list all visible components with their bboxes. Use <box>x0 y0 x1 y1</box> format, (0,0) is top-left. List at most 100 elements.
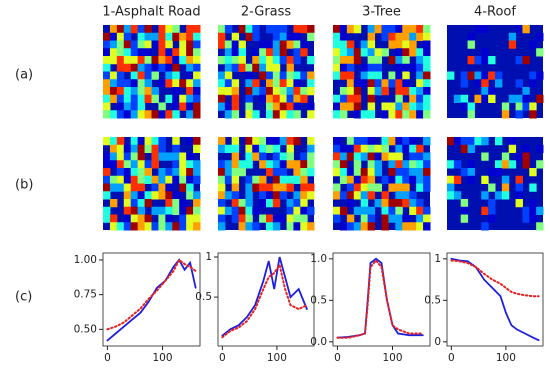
map-cell <box>130 87 139 96</box>
map-cell <box>416 175 424 184</box>
map-cell <box>266 87 274 96</box>
map-cell <box>402 199 410 208</box>
map-cell <box>453 94 462 103</box>
map-cell <box>346 63 355 72</box>
map-cell <box>286 32 294 41</box>
map-cell <box>346 183 355 192</box>
map-cell <box>307 32 315 41</box>
map-cell <box>474 56 482 65</box>
map-cell <box>186 48 194 57</box>
map-cell <box>300 94 308 103</box>
map-cell <box>346 144 355 153</box>
map-cell <box>116 40 125 49</box>
map-cell <box>123 48 132 57</box>
map-cell <box>374 199 382 208</box>
map-cell <box>374 48 382 57</box>
map-cell <box>218 168 226 177</box>
map-cell <box>231 87 240 96</box>
map-cell <box>346 71 355 80</box>
map-cell <box>218 71 226 80</box>
map-cell <box>158 102 166 111</box>
abundance-map <box>103 137 201 231</box>
map-cell <box>109 87 118 96</box>
map-cell <box>245 199 253 208</box>
map-cell <box>116 79 125 88</box>
map-cell <box>179 48 187 57</box>
map-cell <box>238 214 246 223</box>
row-label: (b) <box>15 178 33 193</box>
map-cell <box>231 168 240 177</box>
map-cell <box>286 137 294 146</box>
map-cell <box>536 222 544 231</box>
map-cell <box>231 160 240 169</box>
map-cell <box>109 56 118 65</box>
map-cell <box>402 144 410 153</box>
map-cell <box>224 87 233 96</box>
map-cell <box>158 191 166 200</box>
map-cell <box>123 214 132 223</box>
map-cell <box>172 56 180 65</box>
map-cell <box>515 56 523 65</box>
map-cell <box>381 199 389 208</box>
map-cell <box>360 71 369 80</box>
map-cell <box>395 87 403 96</box>
map-cell <box>123 32 132 41</box>
map-cell <box>536 32 544 41</box>
map-cell <box>137 222 146 231</box>
map-cell <box>402 168 410 177</box>
series-line <box>336 258 424 339</box>
map-cell <box>293 160 301 169</box>
map-cell <box>245 175 253 184</box>
map-cell <box>508 40 517 49</box>
map-cell <box>346 87 355 96</box>
map-cell <box>360 137 369 146</box>
map-cell <box>416 71 424 80</box>
map-cell <box>481 25 489 34</box>
map-cell <box>272 168 281 177</box>
map-cell <box>218 206 226 215</box>
map-cell <box>137 137 146 146</box>
map-cell <box>186 71 194 80</box>
map-cell <box>144 222 152 231</box>
map-cell <box>266 144 274 153</box>
y-tick-label: 0.0 <box>310 336 327 348</box>
map-cell <box>423 152 431 161</box>
map-cell <box>252 175 260 184</box>
map-cell <box>158 40 166 49</box>
map-cell <box>259 175 267 184</box>
map-cell <box>224 175 233 184</box>
map-cell <box>481 87 489 96</box>
map-cell <box>467 144 475 153</box>
map-cell <box>130 222 139 231</box>
map-cell <box>231 79 240 88</box>
map-cell <box>501 110 510 119</box>
map-cell <box>252 152 260 161</box>
map-cell <box>272 79 281 88</box>
map-cell <box>193 71 201 80</box>
map-cell <box>286 110 294 119</box>
map-cell <box>423 87 431 96</box>
map-cell <box>158 32 166 41</box>
map-cell <box>286 160 294 169</box>
map-cell <box>266 94 274 103</box>
map-cell <box>339 152 348 161</box>
map-cell <box>409 102 417 111</box>
row-label: (a) <box>15 68 33 83</box>
map-cell <box>495 191 503 200</box>
map-cell <box>186 40 194 49</box>
map-cell <box>116 87 125 96</box>
map-cell <box>266 214 274 223</box>
map-cell <box>522 94 530 103</box>
map-cell <box>186 63 194 72</box>
map-cell <box>307 206 315 215</box>
map-cell <box>238 48 246 57</box>
map-cell <box>252 183 260 192</box>
map-cell <box>395 102 403 111</box>
map-cell <box>272 87 281 96</box>
map-cell <box>266 168 274 177</box>
abundance-map <box>103 25 201 119</box>
map-cell <box>515 191 523 200</box>
map-cell <box>137 87 146 96</box>
map-cell <box>339 94 348 103</box>
map-cell <box>130 40 139 49</box>
